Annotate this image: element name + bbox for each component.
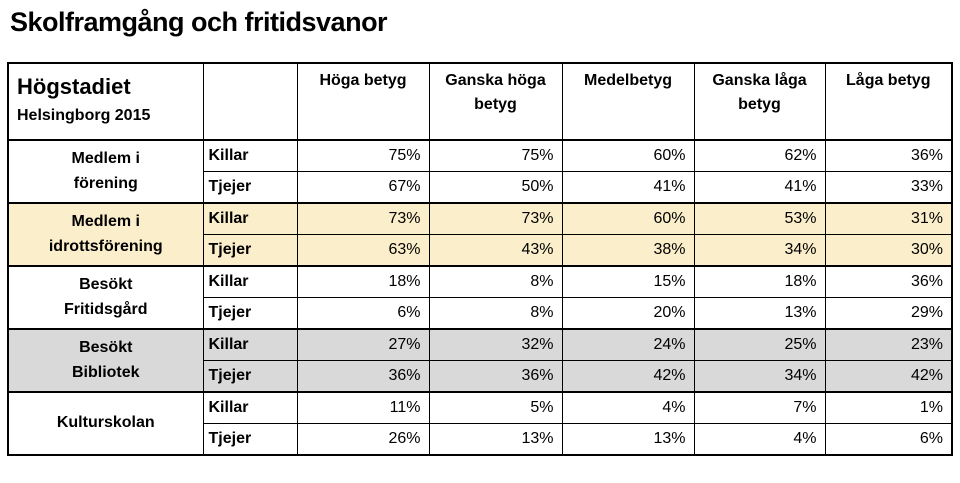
column-header: Medelbetyg [561,62,695,141]
value-cell: 4% [693,423,826,456]
value-cell: 42% [561,360,695,393]
value-cell: 13% [428,423,563,456]
value-cell: 26% [296,423,430,456]
header-row: Högstadiet Helsingborg 2015 Höga betyg Ga… [7,62,953,141]
value-cell: 42% [824,360,953,393]
column-header: Ganska låga betyg [693,62,826,141]
value-cell: 25% [693,328,826,362]
value-cell: 1% [824,391,953,425]
value-cell: 13% [561,423,695,456]
table-corner-subtitle: Helsingborg 2015 [17,107,151,125]
value-cell: 23% [824,328,953,362]
value-cell: 8% [428,265,563,299]
value-cell: 6% [296,297,430,330]
table-row: Tjejer 26% 13% 13% 4% 6% [8,423,953,456]
value-cell: 62% [693,139,826,173]
value-cell: 32% [428,328,563,362]
page-title: Skolframgång och fritidsvanor [10,7,388,37]
table-row: Tjejer 36% 36% 42% 34% 42% [8,360,953,393]
gender-cell: Tjejer [202,171,298,204]
value-cell: 53% [693,202,826,236]
value-cell: 7% [693,391,826,425]
gender-cell: Killar [202,265,298,299]
value-cell: 38% [561,234,695,267]
value-cell: 33% [824,171,953,204]
value-cell: 41% [561,171,695,204]
value-cell: 29% [824,297,953,330]
value-cell: 15% [561,265,695,299]
value-cell: 5% [428,391,563,425]
category-cell: Medlem i förening [7,139,204,204]
value-cell: 36% [296,360,430,393]
gender-column-header [202,62,298,141]
value-cell: 60% [561,202,695,236]
gender-cell: Killar [202,139,298,173]
value-cell: 24% [561,328,695,362]
table-row: Tjejer 63% 43% 38% 34% 30% [8,234,953,267]
gender-cell: Tjejer [202,234,298,267]
value-cell: 75% [428,139,563,173]
value-cell: 27% [296,328,430,362]
category-cell: Kulturskolan [7,391,204,456]
value-cell: 67% [296,171,430,204]
value-cell: 20% [561,297,695,330]
category-cell: Besökt Bibliotek [7,328,204,393]
value-cell: 36% [428,360,563,393]
value-cell: 50% [428,171,563,204]
value-cell: 31% [824,202,953,236]
value-cell: 18% [693,265,826,299]
value-cell: 73% [428,202,563,236]
table-row: Kulturskolan Killar 11% 5% 4% 7% 1% [7,391,953,456]
value-cell: 13% [693,297,826,330]
value-cell: 36% [824,139,953,173]
value-cell: 18% [296,265,430,299]
gender-cell: Killar [202,328,298,362]
table-row: Medlem i idrottsförening Killar 73% 73% 60% 5… [7,202,953,267]
table-row: Besökt Fritidsgård Killar 18% 8% 15% 18% 36% [7,265,953,330]
column-header: Höga betyg [296,62,430,141]
table-row: Tjejer 67% 50% 41% 41% 33% [8,171,953,204]
gender-cell: Tjejer [202,360,298,393]
value-cell: 43% [428,234,563,267]
table-corner-title: Högstadiet [17,74,131,100]
category-cell: Besökt Fritidsgård [7,265,204,330]
table-corner-cell: Högstadiet Helsingborg 2015 [7,62,204,141]
value-cell: 73% [296,202,430,236]
gender-cell: Killar [202,391,298,425]
column-header: Låga betyg [824,62,953,141]
value-cell: 41% [693,171,826,204]
value-cell: 75% [296,139,430,173]
gender-cell: Tjejer [202,423,298,456]
value-cell: 4% [561,391,695,425]
value-cell: 60% [561,139,695,173]
stats-table: Högstadiet Helsingborg 2015 Höga betyg Ga… [7,62,953,457]
value-cell: 63% [296,234,430,267]
gender-cell: Killar [202,202,298,236]
value-cell: 30% [824,234,953,267]
value-cell: 11% [296,391,430,425]
value-cell: 6% [824,423,953,456]
column-header: Ganska höga betyg [428,62,563,141]
value-cell: 34% [693,360,826,393]
gender-cell: Tjejer [202,297,298,330]
value-cell: 8% [428,297,563,330]
value-cell: 34% [693,234,826,267]
table-body: Medlem i förening Killar 75% 75% 60% 62% 36% Tj… [7,139,953,456]
table-row: Besökt Bibliotek Killar 27% 32% 24% 25% 23% [7,328,953,393]
value-cell: 36% [824,265,953,299]
table-row: Medlem i förening Killar 75% 75% 60% 62% 36% [7,139,953,204]
page: { "page": { "title": "Skolframgång och f… [0,6,960,483]
table-row: Tjejer 6% 8% 20% 13% 29% [8,297,953,330]
category-cell: Medlem i idrottsförening [7,202,204,267]
